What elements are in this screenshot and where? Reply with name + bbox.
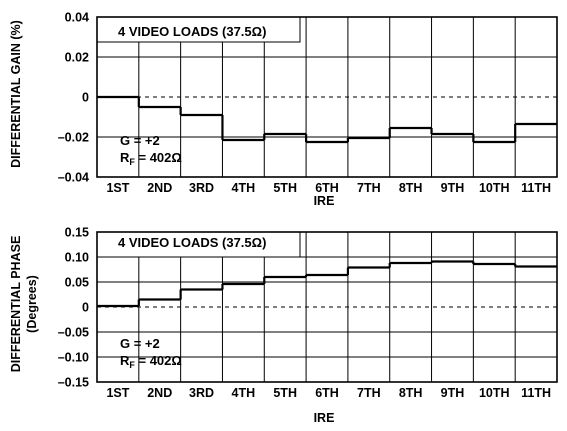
gain-x-tick-label: 2ND: [147, 181, 172, 195]
gain-x-tick-label: 9TH: [441, 181, 465, 195]
gain-y-tick-labels: –0.04 –0.02 0 0.02 0.04: [58, 11, 89, 185]
gain-g-annotation: G = +2: [120, 133, 160, 148]
phase-step-series: [97, 260, 557, 308]
phase-y-tick-label: 0: [82, 301, 89, 315]
phase-x-tick-label: 11TH: [521, 386, 551, 400]
phase-y-axis-label: DIFFERENTIAL PHASE: [9, 236, 23, 373]
phase-rf-subscript: F: [129, 360, 135, 370]
phase-x-tick-label: 4TH: [232, 386, 256, 400]
gain-y-tick-label: –0.02: [58, 131, 89, 145]
gain-x-axis-label: IRE: [314, 194, 335, 208]
gain-loads-annotation: 4 VIDEO LOADS (37.5Ω): [118, 24, 266, 39]
differential-gain-chart: –0.04 –0.02 0 0.02 0.04 1ST 2ND 3RD 4TH 5TH 6TH 7T…: [9, 11, 558, 208]
gain-x-tick-label: 11TH: [521, 181, 551, 195]
gain-rf-prefix: R: [120, 150, 130, 165]
gain-y-tick-label: 0: [82, 91, 89, 105]
phase-x-tick-label: 7TH: [357, 386, 381, 400]
gain-x-tick-label: 7TH: [357, 181, 381, 195]
gain-x-tick-label: 4TH: [232, 181, 256, 195]
phase-x-tick-label: 3RD: [189, 386, 214, 400]
phase-loads-annotation: 4 VIDEO LOADS (37.5Ω): [118, 235, 266, 250]
phase-x-tick-label: 10TH: [479, 386, 510, 400]
phase-x-tick-label: 5TH: [273, 386, 297, 400]
phase-x-tick-label: 6TH: [315, 386, 339, 400]
phase-y-tick-label: 0.05: [65, 276, 89, 290]
phase-g-annotation: G = +2: [120, 336, 160, 351]
phase-rf-annotation: RF = 402Ω: [120, 353, 182, 370]
phase-y-tick-label: –0.15: [58, 376, 89, 390]
differential-phase-chart: –0.15 –0.10 –0.05 0 0.05 0.10 0.15 1ST 2ND 3RD 4T…: [9, 226, 558, 425]
gain-y-tick-label: 0.02: [65, 51, 89, 65]
phase-rf-prefix: R: [120, 353, 130, 368]
gain-x-tick-label: 10TH: [479, 181, 510, 195]
gain-y-tick-label: –0.04: [58, 171, 89, 185]
phase-y-tick-label: –0.10: [58, 351, 89, 365]
phase-y-tick-label: 0.10: [65, 251, 89, 265]
gain-y-tick-label: 0.04: [65, 11, 89, 25]
gain-rf-annotation: RF = 402Ω: [120, 150, 182, 167]
gain-x-tick-label: 8TH: [399, 181, 423, 195]
phase-x-tick-label: 8TH: [399, 386, 423, 400]
phase-x-tick-label: 1ST: [106, 386, 129, 400]
phase-x-tick-label: 2ND: [147, 386, 172, 400]
phase-legend-box: [97, 232, 301, 258]
gain-rf-subscript: F: [129, 157, 135, 167]
phase-x-axis-label: IRE: [314, 411, 335, 425]
phase-rf-value: = 402Ω: [135, 353, 182, 368]
gain-y-axis-label: DIFFERENTIAL GAIN (%): [9, 20, 23, 168]
gain-x-tick-label: 5TH: [273, 181, 297, 195]
gain-x-tick-label: 1ST: [106, 181, 129, 195]
phase-grid: [97, 232, 557, 382]
gain-legend-box: [97, 17, 301, 43]
phase-y-tick-label: 0.15: [65, 226, 89, 240]
phase-x-tick-label: 9TH: [441, 386, 465, 400]
gain-x-tick-label: 3RD: [189, 181, 214, 195]
phase-y-axis-units: (Degrees): [25, 275, 39, 333]
gain-plot-frame: [96, 16, 558, 178]
gain-x-tick-label: 6TH: [315, 181, 339, 195]
gain-rf-value: = 402Ω: [135, 150, 182, 165]
gain-step-series: [97, 95, 557, 144]
phase-x-tick-labels: 1ST 2ND 3RD 4TH 5TH 6TH 7TH 8TH 9TH 10TH 11TH: [106, 386, 551, 400]
phase-y-tick-label: –0.05: [58, 326, 89, 340]
gain-x-tick-labels: 1ST 2ND 3RD 4TH 5TH 6TH 7TH 8TH 9TH 10TH 11TH: [106, 181, 551, 195]
phase-y-tick-labels: –0.15 –0.10 –0.05 0 0.05 0.10 0.15: [58, 226, 89, 390]
gain-grid: [97, 17, 557, 177]
phase-plot-frame: [96, 231, 558, 383]
